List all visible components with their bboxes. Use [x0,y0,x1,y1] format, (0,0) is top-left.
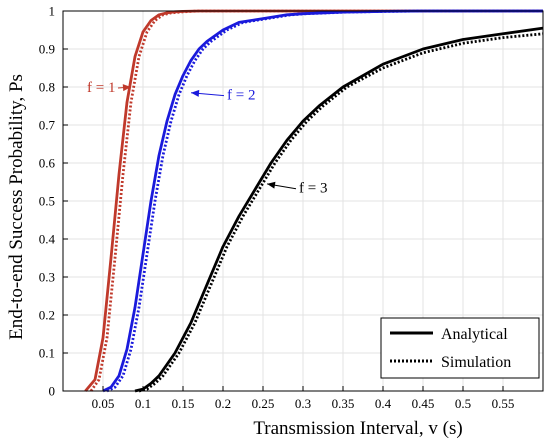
y-tick-label: 0 [49,384,56,399]
x-axis-label: Transmission Interval, v (s) [253,418,462,439]
x-tick-label: 0.2 [215,396,231,411]
y-axis-label: End-to-end Success Probability, Ps [6,74,27,340]
y-tick-label: 1 [49,4,56,19]
x-tick-label: 0.35 [332,396,355,411]
ticks: 0.05 0.1 0.15 0.2 0.25 0.3 0.35 0.4 0.45 0.5 0.55 0… [39,4,515,412]
y-tick-label: 0.8 [39,80,55,95]
y-tick-label: 0.6 [39,156,56,171]
x-tick-label: 0.4 [375,396,392,411]
annotation-label-f-3: f = 3 [299,181,327,197]
y-tick-label: 0.1 [39,346,55,361]
annotation-arrowhead-f-2 [191,89,200,97]
y-tick-label: 0.2 [39,308,55,323]
y-tick-label: 0.5 [39,194,55,209]
series-f-3-simulation [138,32,544,393]
annotations: f = 1 f = 2 f = 3 [87,80,327,197]
series-f-2-simulation [106,9,543,393]
annotation-arrowhead-f-1 [122,84,131,92]
x-tick-label: 0.3 [295,396,311,411]
annotation-label-f-1: f = 1 [87,80,115,96]
y-tick-label: 0.4 [39,232,56,247]
x-tick-label: 0.05 [92,396,115,411]
x-tick-label: 0.15 [172,396,195,411]
x-tick-label: 0.5 [455,396,471,411]
legend-simulation-label: Simulation [441,354,511,371]
legend-box [380,317,540,379]
annotation-arrowhead-f-3 [267,181,276,189]
x-tick-label: 0.1 [135,396,151,411]
series-f-3-analytical [134,26,544,393]
annotation-label-f-2: f = 2 [227,88,255,104]
y-tick-label: 0.7 [39,118,56,133]
x-tick-label: 0.55 [492,396,515,411]
x-tick-label: 0.45 [412,396,435,411]
x-tick-label: 0.25 [252,396,275,411]
legend-analytical-label: Analytical [441,326,508,343]
y-tick-label: 0.3 [39,270,55,285]
legend: Analytical Simulation [380,317,540,379]
y-tick-label: 0.9 [39,42,55,57]
